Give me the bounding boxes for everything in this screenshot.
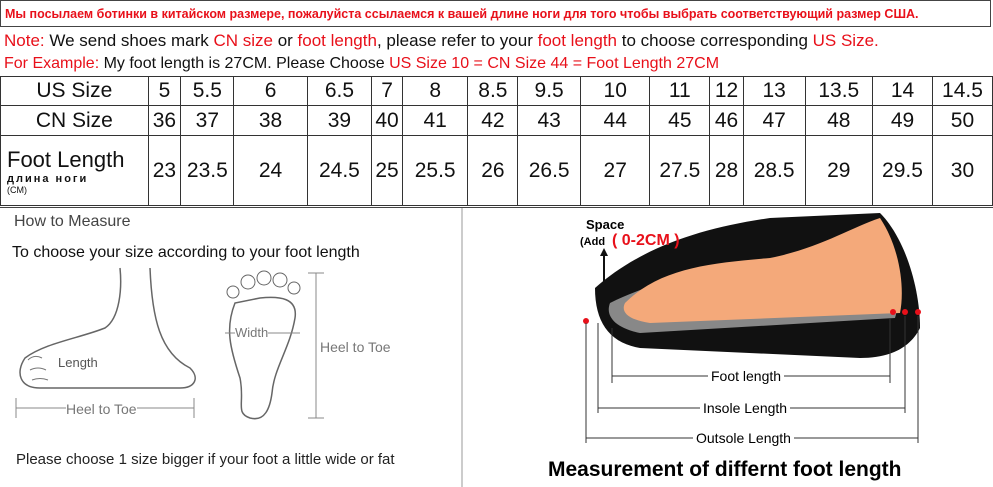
space-range: ( 0-2CM ) [612, 232, 680, 249]
table-cell: 12 [709, 76, 744, 106]
table-cell: 44 [580, 105, 651, 136]
table-row: Foot Length длина ноги (CM) 23 23.5 24 24.5 25 2… [0, 135, 993, 206]
table-cell: 26.5 [517, 135, 582, 206]
table-cell: 7 [371, 76, 403, 106]
tip: Please choose 1 size bigger if your foot… [16, 451, 395, 468]
width-label: Width [235, 325, 269, 340]
table-cell: 14.5 [931, 76, 993, 106]
table-cell: 39 [306, 105, 373, 136]
example-label: For Example: [4, 55, 100, 72]
row-unit: (CM) [7, 184, 27, 195]
example-highlight: US Size 10 = CN Size 44 = Foot Length 27… [389, 55, 720, 72]
header: Мы посылаем ботинки в китайском размере,… [0, 0, 991, 27]
table-cell: 8 [401, 76, 469, 106]
table-cell: 36 [147, 105, 182, 136]
table-cell: 23 [147, 135, 182, 206]
row-label: CN Size [0, 105, 149, 136]
table-cell: 29 [804, 135, 874, 206]
row-sublabel: длина ноги [7, 172, 89, 185]
space: Space [586, 217, 625, 232]
table-cell: 13 [742, 76, 806, 106]
table-row: US Size 5 5.5 6 6.5 7 8 8.5 9.5 10 11 12 13 13.5 14 14.… [0, 76, 993, 106]
table-cell: 9.5 [517, 76, 582, 106]
table-cell: 46 [709, 105, 744, 136]
table-cell: 24.5 [306, 135, 373, 206]
table-cell: 5.5 [180, 76, 235, 106]
table-cell: 27.5 [649, 135, 711, 206]
table-cell: 11 [649, 76, 711, 106]
table-cell: 48 [804, 105, 874, 136]
table-cell: 42 [467, 105, 519, 136]
table-cell: 49 [872, 105, 933, 136]
row-label: US Size [0, 76, 149, 106]
heel-to-toe-sole: Heel to Toe [320, 339, 391, 355]
add: (Add [580, 236, 606, 248]
table-cell: 29.5 [872, 135, 933, 206]
measurement-title: Measurement of differnt foot length [548, 458, 902, 481]
table-cell: 10 [580, 76, 651, 106]
foot-length: Foot length [708, 368, 785, 384]
table-cell: 13.5 [804, 76, 874, 106]
table-cell: 14 [872, 76, 933, 106]
note-highlight: CN size [213, 31, 273, 50]
table-cell: 23.5 [180, 135, 235, 206]
how-subtitle: To choose your size according to your fo… [12, 244, 360, 261]
table-cell: 26 [467, 135, 519, 206]
row-label-text: Foot Length [7, 146, 125, 172]
table-cell: 30 [931, 135, 993, 206]
example-text: My foot length is 27CM. Please Choose [99, 55, 390, 72]
note-text: , please refer to your [376, 31, 538, 50]
heel-to-toe-side: Heel to Toe [66, 401, 137, 417]
example: For Example: My foot length is 27CM. Ple… [4, 54, 719, 74]
table-cell: 45 [649, 105, 711, 136]
row-label-text: US Size [36, 79, 113, 102]
table-cell: 37 [180, 105, 235, 136]
length-label: Length [58, 355, 98, 370]
note: Note: We send shoes mark CN size or foot… [4, 30, 879, 52]
insole-length: Insole Length [700, 400, 791, 416]
how-title: How to Measure [14, 213, 131, 230]
table-cell: 6 [233, 76, 308, 106]
table-cell: 5 [147, 76, 182, 106]
table-cell: 27 [580, 135, 651, 206]
table-cell: 25.5 [401, 135, 469, 206]
note-highlight: US Size. [812, 31, 879, 50]
table-cell: 40 [371, 105, 403, 136]
note-highlight: foot length [297, 31, 377, 50]
size-table: US Size 5 5.5 6 6.5 7 8 8.5 9.5 10 11 12 13 13.5 14 14.… [0, 76, 993, 206]
table-cell: 41 [401, 105, 469, 136]
table-cell: 28 [709, 135, 744, 206]
illustrations [15, 208, 921, 487]
note-highlight: foot length [537, 31, 617, 50]
note-text: or [272, 31, 298, 50]
table-cell: 25 [371, 135, 403, 206]
table-cell: 50 [931, 105, 993, 136]
note-label: Note: [4, 31, 45, 50]
table-cell: 8.5 [467, 76, 519, 106]
outsole-length: Outsole Length [693, 430, 794, 446]
table-cell: 28.5 [742, 135, 806, 206]
row-label: Foot Length длина ноги (CM) [0, 135, 149, 206]
note-text: to choose corresponding [617, 31, 813, 50]
row-label-text: CN Size [35, 108, 113, 132]
table-row: CN Size 36 37 38 39 40 41 42 43 44 45 46 47 48 49 50 [0, 105, 993, 136]
measure-section: How to Measure To choose your size accor… [0, 207, 993, 487]
table-cell: 6.5 [306, 76, 373, 106]
note-text: We send shoes mark [44, 31, 214, 50]
table-cell: 47 [742, 105, 806, 136]
table-cell: 43 [517, 105, 582, 136]
table-cell: 38 [233, 105, 308, 136]
table-cell: 24 [233, 135, 308, 206]
